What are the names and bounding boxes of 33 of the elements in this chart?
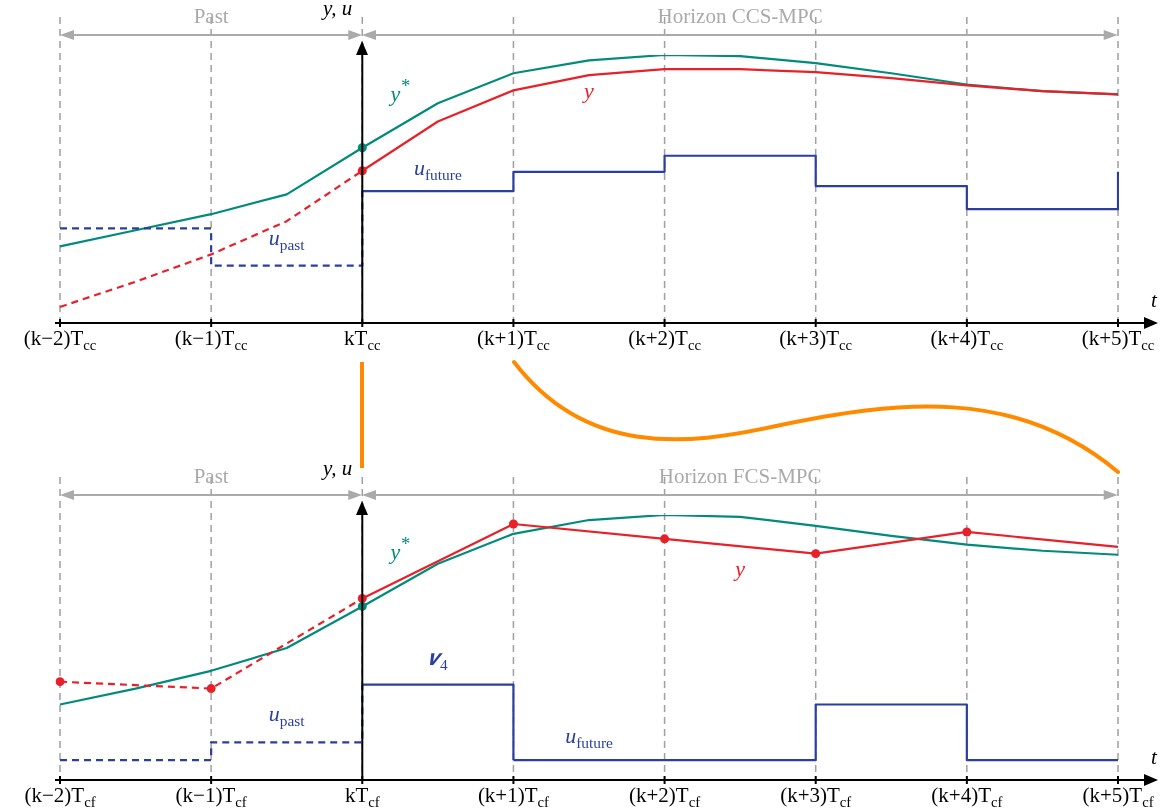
text: Past xyxy=(193,4,229,29)
text: Horizon CCS-MPC xyxy=(657,4,823,29)
series-label: u$_{future}$ xyxy=(413,154,462,184)
x-axis-title: t xyxy=(1151,288,1157,313)
y-axis-title: y, u xyxy=(323,456,353,481)
x-tick-label: (k−1)T$_{cc}$ xyxy=(174,326,248,354)
x-tick-label: kT$_{cf}$ xyxy=(344,783,380,811)
series-label: y xyxy=(584,78,594,104)
series-label: u$_{future}$ xyxy=(565,722,613,753)
x-tick-label: (k+3)T$_{cf}$ xyxy=(780,783,852,811)
series-label: y$^{*}$ xyxy=(390,534,410,564)
text: Past xyxy=(193,464,229,489)
x-tick-label: (k−2)T$_{cc}$ xyxy=(23,326,97,354)
x-tick-label: (k+4)T$_{cf}$ xyxy=(931,783,1003,811)
x-tick-label: (k−2)T$_{cf}$ xyxy=(24,783,96,811)
x-axis-title: t xyxy=(1151,745,1157,770)
x-tick-label: (k+2)T$_{cc}$ xyxy=(628,326,701,354)
text: Horizon FCS-MPC xyxy=(658,464,822,489)
x-tick-label: (k+5)T$_{cf}$ xyxy=(1082,783,1154,811)
x-tick-label: (k+5)T$_{cc}$ xyxy=(1081,326,1155,354)
series-label: y xyxy=(735,556,746,582)
series-label: u$_{past}$ xyxy=(268,225,305,255)
series-label: y$^{*}$ xyxy=(390,76,410,106)
x-tick-label: (k+1)T$_{cf}$ xyxy=(477,783,549,811)
x-tick-label: (k+1)T$_{cc}$ xyxy=(477,326,550,354)
x-tick-label: (k+4)T$_{cc}$ xyxy=(930,326,1004,354)
series-label: 𝒗$_{4}$ xyxy=(427,644,448,674)
x-tick-label: (k+3)T$_{cc}$ xyxy=(779,326,853,354)
x-tick-label: kT$_{cc}$ xyxy=(344,326,381,354)
y-axis-title: y, u xyxy=(323,0,353,21)
x-tick-label: (k−1)T$_{cf}$ xyxy=(175,783,247,811)
x-tick-label: (k+2)T$_{cf}$ xyxy=(629,783,701,811)
series-label: u$_{past}$ xyxy=(268,700,305,730)
